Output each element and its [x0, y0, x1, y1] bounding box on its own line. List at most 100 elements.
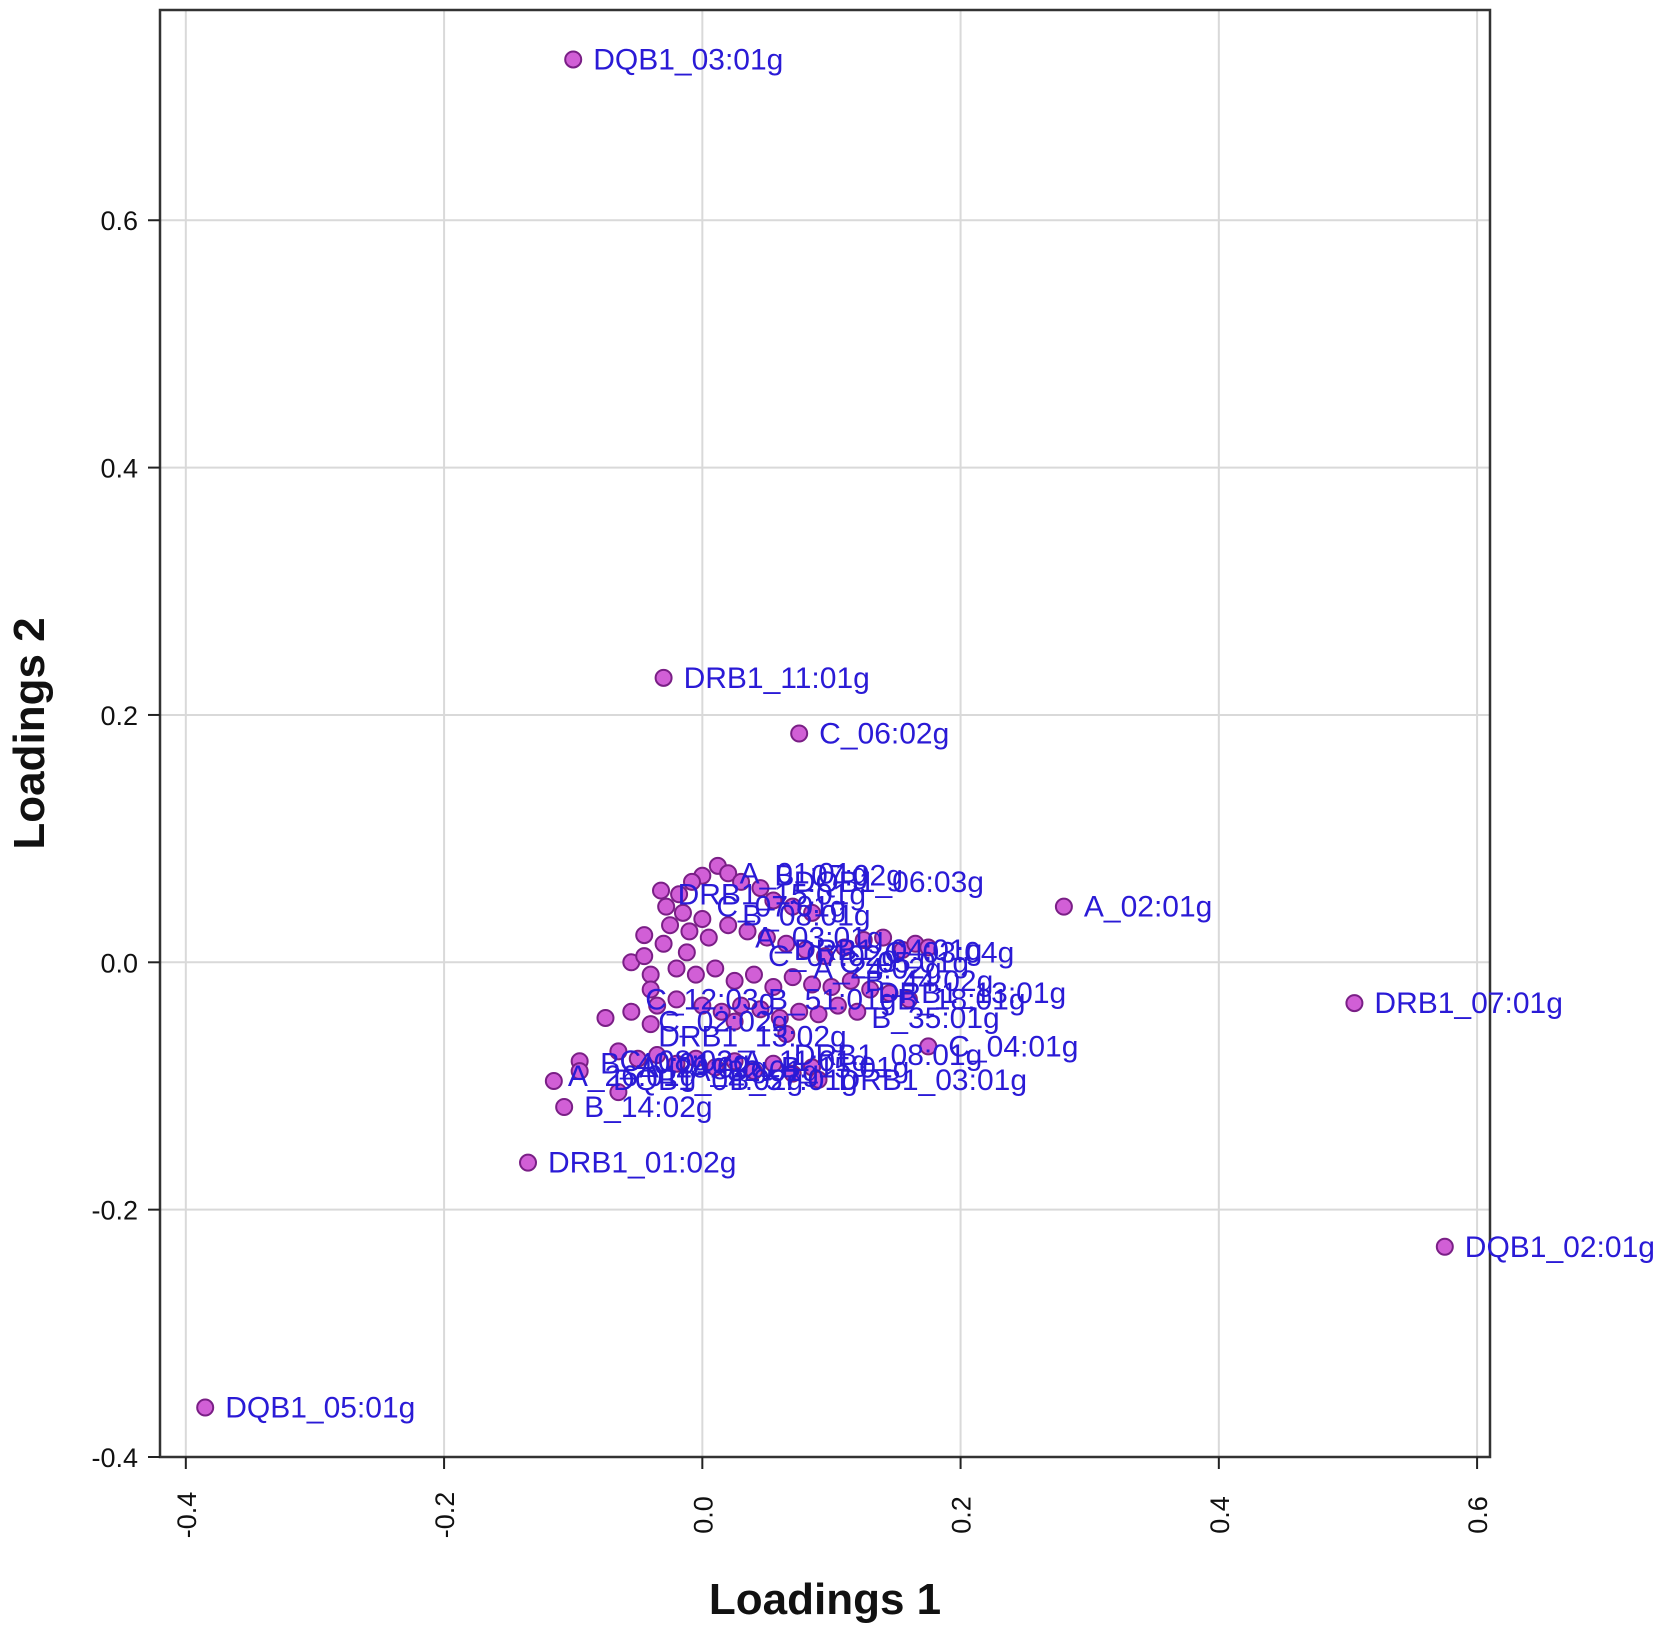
point-label: B_35:01g: [871, 1002, 999, 1035]
point-label: B_15:01g: [781, 1051, 909, 1084]
data-point: [641, 965, 660, 984]
data-point: [686, 1049, 705, 1068]
point-label: DRB1_11:01g: [684, 662, 870, 695]
x-tick-label: 0.2: [947, 1496, 977, 1534]
data-point: [725, 1012, 744, 1031]
data-point: [519, 1153, 538, 1172]
data-point: [654, 668, 673, 687]
data-point: [661, 916, 680, 935]
y-tick-label: -0.2: [91, 1196, 138, 1226]
data-point: [648, 996, 667, 1015]
data-point: [641, 980, 660, 999]
data-point: [919, 1037, 938, 1056]
data-point: [648, 1046, 667, 1065]
data-point: [635, 947, 654, 966]
data-point: [764, 978, 783, 997]
point-label: DRB1_01:02g: [548, 1147, 736, 1180]
data-point: [835, 938, 854, 957]
data-point: [783, 968, 802, 987]
y-tick-label: 0.0: [100, 948, 138, 978]
y-tick-label: 0.4: [100, 454, 138, 484]
data-point: [1435, 1237, 1454, 1256]
data-point: [719, 864, 738, 883]
x-tick-label: -0.4: [172, 1492, 202, 1539]
point-label: A_01:01g: [740, 857, 868, 890]
data-point: [822, 978, 841, 997]
data-point: [777, 934, 796, 953]
point-label: B_44:02g: [865, 965, 993, 998]
point-label: B_51:01g: [768, 983, 896, 1016]
point-label: C_02:02g: [658, 1006, 788, 1039]
data-point: [609, 1083, 628, 1102]
data-point: [803, 903, 822, 922]
data-point: [861, 980, 880, 999]
point-label: DQB1_05:01g: [225, 1392, 415, 1425]
data-point: [544, 1072, 563, 1091]
data-point: [732, 996, 751, 1015]
point-label: DQB1_04:02g: [613, 1064, 803, 1097]
point-label: DRB1_04:01g: [794, 934, 982, 967]
data-point: [783, 1064, 802, 1083]
point-label: A_26:01g: [568, 1060, 696, 1093]
data-point: [809, 1005, 828, 1024]
point-labels: A_01:01gB_07:02gDQB1_06:03gDRB1_15:01gC_…: [225, 43, 1655, 1424]
point-label: DRB1_07:01g: [1374, 987, 1562, 1020]
x-tick-label: 0.0: [688, 1496, 718, 1534]
data-point: [874, 928, 893, 947]
data-point: [683, 872, 701, 891]
data-point: [654, 934, 673, 953]
point-label: DRB1_13:01g: [878, 977, 1066, 1010]
point-label: A_11:01g: [742, 1045, 868, 1078]
data-point: [744, 1062, 763, 1081]
data-point: [555, 1097, 574, 1116]
point-label: DQB1_03:01g: [593, 43, 783, 76]
point-label: C_03:04g: [884, 936, 1014, 969]
data-point: [596, 1008, 615, 1027]
data-point: [770, 1008, 789, 1027]
data-point: [635, 926, 654, 945]
point-label: B_57:01g: [729, 1064, 857, 1097]
data-point: [796, 940, 815, 959]
data-point: [841, 971, 860, 990]
data-point: [667, 959, 686, 978]
point-label: DRB1_03:01g: [839, 1064, 1027, 1097]
x-axis-title: Loadings 1: [709, 1575, 941, 1624]
point-label: C_07:02g: [768, 940, 898, 973]
point-label: B_18:01g: [897, 983, 1025, 1016]
point-label: B_07:02g: [774, 860, 902, 893]
data-point: [609, 1042, 628, 1061]
data-point: [764, 1054, 783, 1073]
data-point: [641, 1015, 660, 1034]
y-tick-label: -0.4: [91, 1443, 138, 1473]
data-point: [686, 965, 705, 984]
data-point: [757, 928, 776, 947]
point-label: C_05:01g: [839, 946, 969, 979]
data-point: [744, 965, 763, 984]
y-axis-title: Loadings 2: [5, 617, 54, 849]
point-label: DQB1_02:01g: [1465, 1231, 1655, 1264]
data-point: [1345, 994, 1364, 1013]
point-label: A_24:02g: [813, 952, 941, 985]
data-point: [670, 885, 689, 904]
point-label: C_07:01g: [716, 891, 846, 924]
data-point: [196, 1398, 215, 1417]
data-point: [725, 971, 744, 990]
point-label: B_08:01g: [742, 899, 870, 932]
data-point: [719, 916, 738, 935]
data-point: [706, 1058, 725, 1077]
point-label: B_40:01g: [600, 1048, 728, 1081]
point-label: A_32:01g: [691, 1055, 819, 1088]
point-label: A_03:01g: [755, 922, 883, 955]
data-point: [1054, 897, 1073, 916]
data-points: [196, 50, 1454, 1417]
data-point: [693, 910, 712, 929]
point-label: C_04:01g: [948, 1030, 1078, 1063]
data-point: [570, 1062, 589, 1081]
y-tick-label: 0.6: [100, 206, 138, 236]
data-point: [667, 1054, 686, 1073]
data-point: [680, 922, 699, 941]
point-label: DQB1_06:03g: [794, 866, 984, 899]
point-label: C_06:02g: [819, 718, 949, 751]
data-point: [816, 947, 834, 966]
